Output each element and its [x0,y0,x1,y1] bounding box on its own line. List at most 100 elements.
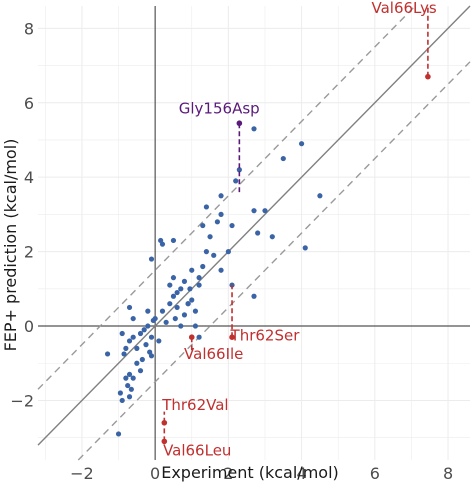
data-point [159,308,166,314]
data-point [192,308,199,314]
lower-band-line [77,61,471,461]
data-point [126,371,133,378]
data-point [178,323,184,329]
x-tick-label: −2 [70,464,94,483]
x-tick-label: 2 [223,464,233,483]
data-point [130,334,136,340]
data-point [137,330,144,337]
annotation-point [188,334,195,340]
data-point [251,293,257,299]
data-point [148,353,155,359]
data-point [128,386,134,392]
data-point [167,301,173,307]
data-point [104,351,111,357]
data-point [211,252,217,258]
data-point [123,345,129,351]
data-point [174,289,180,296]
grid [38,6,470,460]
data-point [189,267,195,273]
data-point [302,245,308,251]
data-point [148,334,155,340]
data-point [196,334,202,340]
data-point [148,256,155,262]
data-point [207,234,213,240]
data-point [174,304,180,311]
data-point [156,338,162,344]
y-axis-label: FEP+ prediction (kcal/mol) [1,139,20,352]
data-point [126,304,133,311]
data-point [123,375,129,381]
annotation-point [161,419,168,426]
data-point [134,345,140,351]
data-point [298,141,305,147]
data-point [192,323,199,329]
annotation-point [161,438,168,445]
data-point [167,282,173,288]
data-point [229,222,235,229]
data-point [139,356,145,363]
data-point [119,397,125,404]
data-point [196,275,202,281]
data-point [145,308,151,314]
x-tick-label: 4 [296,464,306,483]
data-point [137,368,144,374]
data-point [117,390,123,396]
data-point [185,301,191,307]
data-point [119,330,125,337]
annotation-point [425,73,431,80]
y-tick-label: −2 [10,391,34,410]
data-point [126,394,133,400]
data-point [143,342,149,348]
data-point [130,315,136,322]
data-point [262,208,268,214]
identity-line [37,5,471,446]
data-point [125,382,131,389]
upper-band-line [37,5,416,390]
y-tick-label: 8 [24,19,34,38]
data-point [170,237,177,244]
data-point [172,315,178,322]
annotation-label: Val66Leu [163,442,231,460]
annotation-label: Thr62Ser [230,326,301,344]
data-point [280,155,286,162]
y-tick-label: 0 [24,317,34,336]
data-point [115,431,122,437]
data-point [145,323,151,329]
data-point [158,237,164,244]
y-tick-label: 6 [24,94,34,113]
annotation-point [236,120,243,127]
data-point [170,275,177,281]
x-tick-label: 8 [443,464,453,483]
data-point [214,219,220,225]
data-point [236,167,242,173]
data-point [134,360,140,366]
data-point [126,338,133,344]
annotation-label: Gly156Asp [179,99,260,117]
data-point [255,230,261,236]
data-point [150,317,156,324]
annotation-label: Thr62Val [161,396,228,414]
data-point [218,211,224,217]
data-point [196,282,202,288]
data-point [251,126,257,132]
data-point [251,208,257,214]
data-point [189,297,195,303]
data-point [187,286,193,292]
data-point [317,193,323,199]
data-point [121,351,127,357]
tick-labels: −2 0 2 4 6 8 −2 0 2 4 6 8 [10,19,453,483]
data-point [170,293,177,299]
data-point [178,286,184,292]
data-point [218,193,224,199]
x-tick-label: 0 [150,464,160,483]
data-point [163,319,169,325]
annotation-label: Val66Lys [371,0,436,17]
data-point [181,312,188,318]
reference-lines [37,5,471,461]
annotation-point [229,334,235,340]
data-point [203,204,210,210]
data-point [200,222,206,229]
x-tick-label: 6 [370,464,380,483]
y-tick-label: 2 [24,243,34,262]
